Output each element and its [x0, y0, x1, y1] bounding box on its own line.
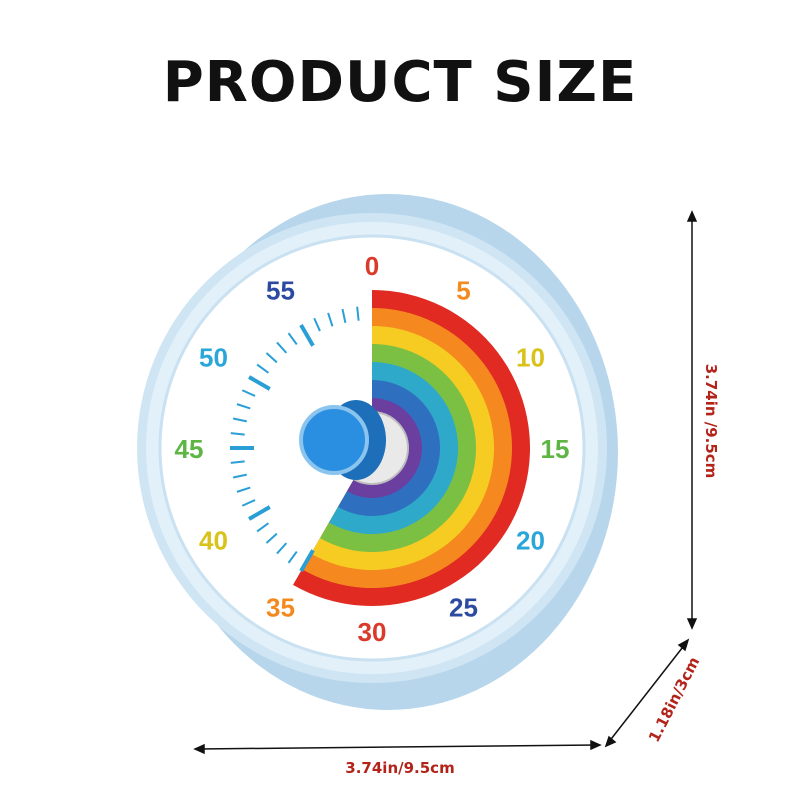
- dial-numbers: 0 5 10 15 20 25 30 35 40 45 50 55: [175, 251, 570, 647]
- dial-number: 20: [516, 526, 545, 556]
- minute-tick: [287, 550, 298, 564]
- minute-tick: [256, 522, 270, 533]
- minute-tick: [236, 486, 251, 493]
- dial-number: 50: [199, 343, 228, 373]
- minute-tick: [241, 499, 256, 507]
- arrow-down-icon: [686, 618, 698, 630]
- dial-number: 55: [266, 276, 295, 306]
- minute-tick: [265, 352, 278, 364]
- width-dimension-line: [197, 744, 598, 750]
- minute-tick: [232, 417, 248, 423]
- minute-tick: [327, 312, 334, 327]
- dial-number: 35: [266, 592, 295, 622]
- minute-tick: [248, 505, 271, 521]
- dial-number: 45: [175, 434, 204, 464]
- width-dimension-label: 3.74in/9.5cm: [345, 759, 455, 777]
- minute-tick: [232, 473, 248, 479]
- arrow-up-icon: [686, 210, 698, 222]
- dial-number: 25: [449, 592, 478, 622]
- page-title: PRODUCT SIZE: [162, 50, 638, 115]
- minute-tick: [230, 432, 245, 436]
- minute-tick: [276, 542, 288, 555]
- minute-tick: [341, 308, 347, 324]
- dial-number: 15: [541, 434, 570, 464]
- minute-tick: [248, 375, 271, 391]
- arrow-right-icon: [590, 739, 602, 751]
- dial-number: 10: [516, 343, 545, 373]
- minute-tick: [230, 460, 245, 464]
- minute-tick: [256, 363, 270, 374]
- knob-icon[interactable]: [299, 405, 369, 475]
- minute-tick: [313, 317, 321, 332]
- minute-tick: [236, 403, 251, 410]
- dial-number: 30: [358, 617, 387, 647]
- minute-ticks: [230, 306, 360, 572]
- arrow-up-right-icon: [677, 638, 690, 652]
- dial-number: 5: [456, 276, 470, 306]
- minute-tick: [287, 332, 298, 346]
- dial-number: 40: [199, 526, 228, 556]
- minute-tick: [299, 324, 315, 347]
- arrow-down-left-icon: [604, 735, 617, 748]
- dial-number: 0: [365, 251, 379, 281]
- minute-tick: [299, 549, 315, 572]
- depth-dimension-line: [607, 642, 687, 744]
- minute-tick: [356, 306, 360, 321]
- minute-tick: [265, 532, 278, 544]
- dimension-lines: [193, 210, 698, 755]
- minute-tick: [276, 341, 288, 354]
- minute-tick: [241, 389, 256, 397]
- height-dimension-label: 3.74in /9.5cm: [702, 363, 720, 479]
- arrow-left-icon: [193, 743, 205, 755]
